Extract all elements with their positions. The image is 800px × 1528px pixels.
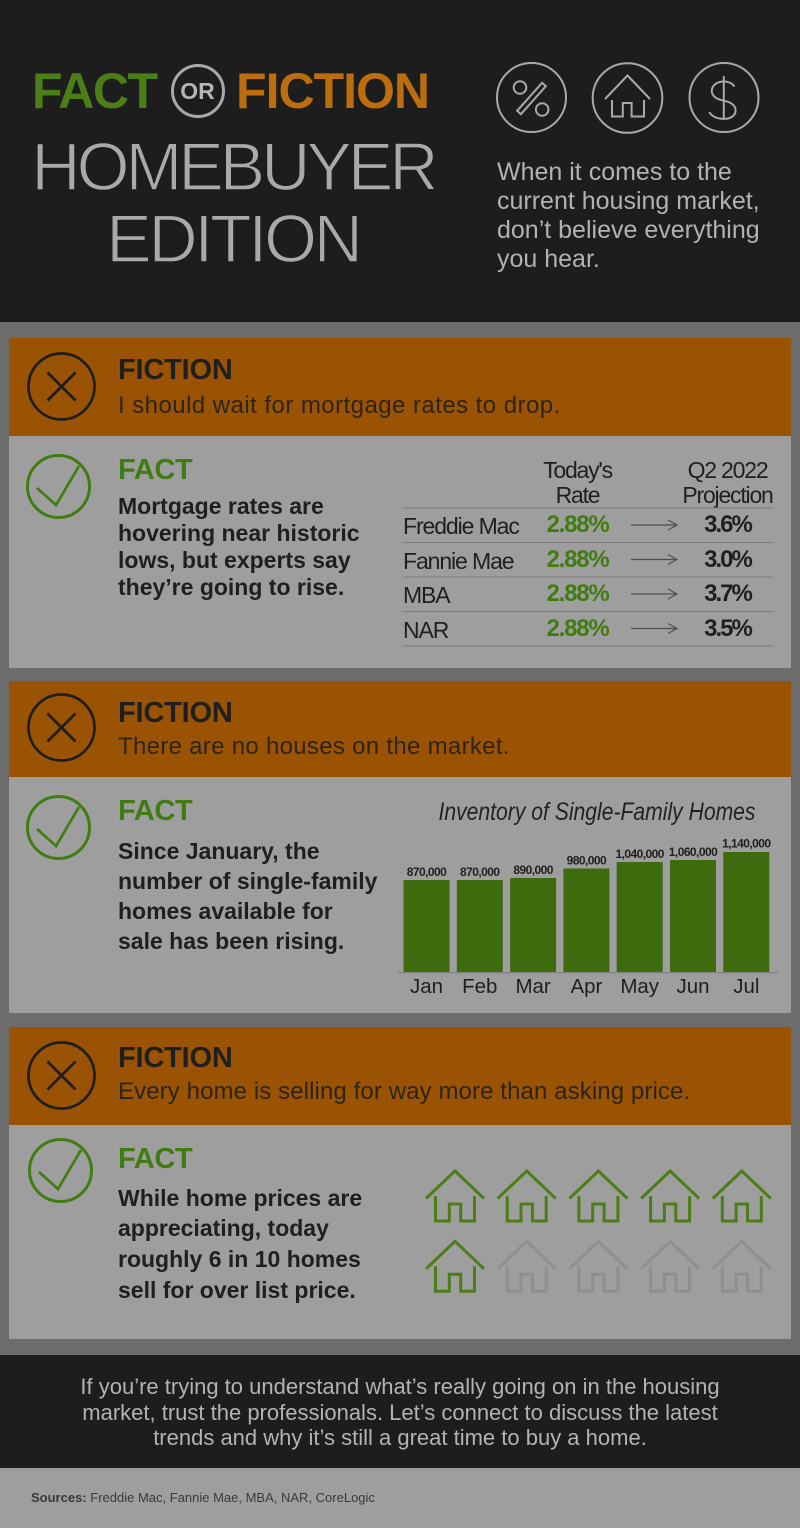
svg-text:1,040,000: 1,040,000 [615, 847, 664, 861]
svg-text:870,000: 870,000 [460, 865, 500, 879]
svg-text:Jan: Jan [410, 975, 443, 998]
svg-text:870,000: 870,000 [407, 865, 447, 879]
svg-text:Jul: Jul [733, 975, 759, 998]
svg-text:890,000: 890,000 [513, 863, 553, 877]
svg-text:Jun: Jun [676, 975, 709, 998]
svg-text:Apr: Apr [570, 975, 602, 998]
svg-text:980,000: 980,000 [567, 854, 607, 868]
svg-text:May: May [620, 975, 659, 998]
svg-text:1,140,000: 1,140,000 [722, 837, 771, 851]
svg-text:Mar: Mar [515, 975, 550, 998]
svg-text:Feb: Feb [462, 975, 497, 998]
svg-text:1,060,000: 1,060,000 [669, 845, 718, 859]
